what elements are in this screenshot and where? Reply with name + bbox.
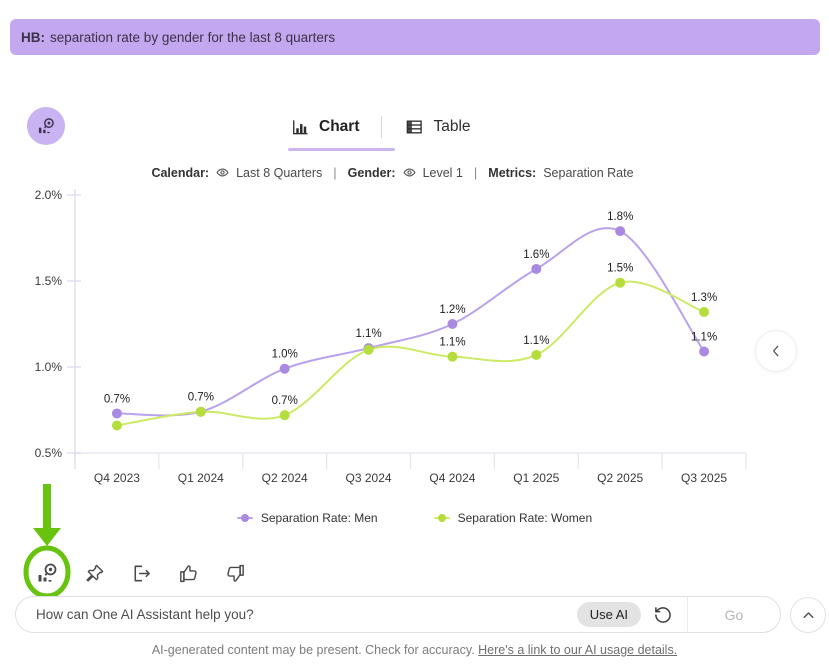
x-tick-label: Q2 2024 xyxy=(262,471,308,485)
x-tick-label: Q1 2025 xyxy=(513,471,559,485)
data-point-marker[interactable] xyxy=(363,344,374,355)
legend-marker-icon xyxy=(236,514,253,522)
data-point-marker[interactable] xyxy=(699,346,710,357)
tab-table-label: Table xyxy=(433,118,471,135)
metrics-filter-value: Separation Rate xyxy=(543,165,634,180)
collapse-assistant-button[interactable] xyxy=(790,597,826,633)
assistant-question-input[interactable] xyxy=(16,607,577,622)
prompt-banner-text: separation rate by gender for the last 8… xyxy=(50,29,336,45)
insights-avatar-icon xyxy=(36,116,56,136)
data-point-label: 1.3% xyxy=(691,292,717,304)
gender-visibility-eye-icon[interactable] xyxy=(403,166,416,179)
pin-icon[interactable] xyxy=(80,559,108,587)
legend-marker-icon xyxy=(433,514,450,522)
thumbs-down-icon[interactable] xyxy=(221,559,249,587)
data-point-marker[interactable] xyxy=(111,420,122,431)
input-bar-divider xyxy=(687,597,688,632)
insight-toolbar xyxy=(33,559,249,587)
series-line xyxy=(116,280,705,427)
data-point-label: 0.7% xyxy=(188,392,214,404)
chevron-left-icon xyxy=(768,343,784,359)
data-point-marker[interactable] xyxy=(699,306,710,317)
prompt-banner-prefix: HB: xyxy=(21,29,45,45)
prompt-banner: HB: separation rate by gender for the la… xyxy=(10,19,820,55)
thumbs-up-icon[interactable] xyxy=(174,559,202,587)
active-tab-underline xyxy=(288,148,395,151)
chart-legend: Separation Rate: Men Separation Rate: Wom… xyxy=(0,511,829,525)
data-point-label: 1.1% xyxy=(439,337,465,349)
data-point-label: 1.1% xyxy=(355,328,381,340)
data-point-label: 0.7% xyxy=(272,395,298,407)
x-tick-label: Q3 2025 xyxy=(681,471,727,485)
assistant-input-bar: Use AI Go xyxy=(15,596,781,633)
data-point-label: 1.8% xyxy=(607,211,633,223)
use-ai-button[interactable]: Use AI xyxy=(576,602,641,627)
y-tick-label: 0.5% xyxy=(35,446,63,460)
legend-label: Separation Rate: Men xyxy=(260,511,378,525)
data-point-marker[interactable] xyxy=(615,277,626,288)
x-tick-label: Q3 2024 xyxy=(346,471,392,485)
data-point-label: 1.1% xyxy=(691,332,717,344)
data-point-label: 1.0% xyxy=(272,349,298,361)
table-icon xyxy=(404,117,424,137)
x-tick-label: Q4 2023 xyxy=(94,471,140,485)
tab-table[interactable]: Table xyxy=(404,117,471,137)
assistant-avatar xyxy=(27,107,65,145)
ai-disclaimer: AI-generated content may be present. Che… xyxy=(0,643,829,657)
data-point-label: 1.5% xyxy=(607,263,633,275)
undo-icon[interactable] xyxy=(653,605,673,625)
data-point-marker[interactable] xyxy=(447,319,458,329)
calendar-visibility-eye-icon[interactable] xyxy=(216,166,229,179)
data-point-marker[interactable] xyxy=(615,226,626,237)
gender-filter-label: Gender: xyxy=(347,165,396,180)
insights-icon[interactable] xyxy=(33,559,61,587)
data-point-label: 0.7% xyxy=(104,393,130,405)
legend-item[interactable]: Separation Rate: Men xyxy=(236,511,378,525)
export-icon[interactable] xyxy=(127,559,155,587)
y-tick-label: 2.0% xyxy=(35,188,63,202)
data-point-marker[interactable] xyxy=(195,406,206,417)
filter-separator: | xyxy=(473,165,478,180)
bar-chart-icon xyxy=(290,117,310,137)
data-point-label: 1.1% xyxy=(523,335,549,347)
data-point-label: 1.2% xyxy=(439,304,465,316)
data-point-marker[interactable] xyxy=(111,408,122,419)
view-tabs: Chart Table xyxy=(290,112,471,142)
calendar-filter-value: Last 8 Quarters xyxy=(236,165,323,180)
x-tick-label: Q1 2024 xyxy=(178,471,224,485)
go-button[interactable]: Go xyxy=(688,606,780,624)
x-tick-label: Q4 2024 xyxy=(429,471,475,485)
data-point-marker[interactable] xyxy=(279,363,290,374)
series-line xyxy=(116,227,705,417)
ai-disclaimer-text: AI-generated content may be present. Che… xyxy=(151,643,475,657)
data-point-marker[interactable] xyxy=(531,349,542,360)
data-point-marker[interactable] xyxy=(279,410,290,421)
tab-chart[interactable]: Chart xyxy=(290,117,359,137)
y-tick-label: 1.5% xyxy=(35,274,63,288)
context-filter-bar: Calendar: Last 8 Quarters | Gender: Leve… xyxy=(0,165,807,180)
separation-rate-line-chart[interactable]: 0.5% 1.0% 1.5% 2.0% Q4 2023 Q1 2024 Q2 2024 Q3 … xyxy=(0,185,829,500)
chevron-up-icon xyxy=(801,608,816,623)
gender-filter-value: Level 1 xyxy=(422,165,463,180)
x-tick-label: Q2 2025 xyxy=(597,471,643,485)
ai-usage-details-link[interactable]: Here's a link to our AI usage details. xyxy=(478,643,678,657)
filter-separator: | xyxy=(333,165,337,180)
tab-chart-label: Chart xyxy=(319,118,360,135)
tab-divider xyxy=(381,116,383,138)
collapse-panel-button[interactable] xyxy=(755,330,797,372)
metrics-filter-label: Metrics: xyxy=(488,165,537,180)
data-point-label: 1.6% xyxy=(523,249,549,261)
calendar-filter-label: Calendar: xyxy=(151,165,210,180)
y-tick-label: 1.0% xyxy=(35,360,63,374)
legend-label: Separation Rate: Women xyxy=(457,511,593,525)
data-point-marker[interactable] xyxy=(531,263,542,274)
legend-item[interactable]: Separation Rate: Women xyxy=(433,511,593,525)
data-point-marker[interactable] xyxy=(447,351,458,362)
